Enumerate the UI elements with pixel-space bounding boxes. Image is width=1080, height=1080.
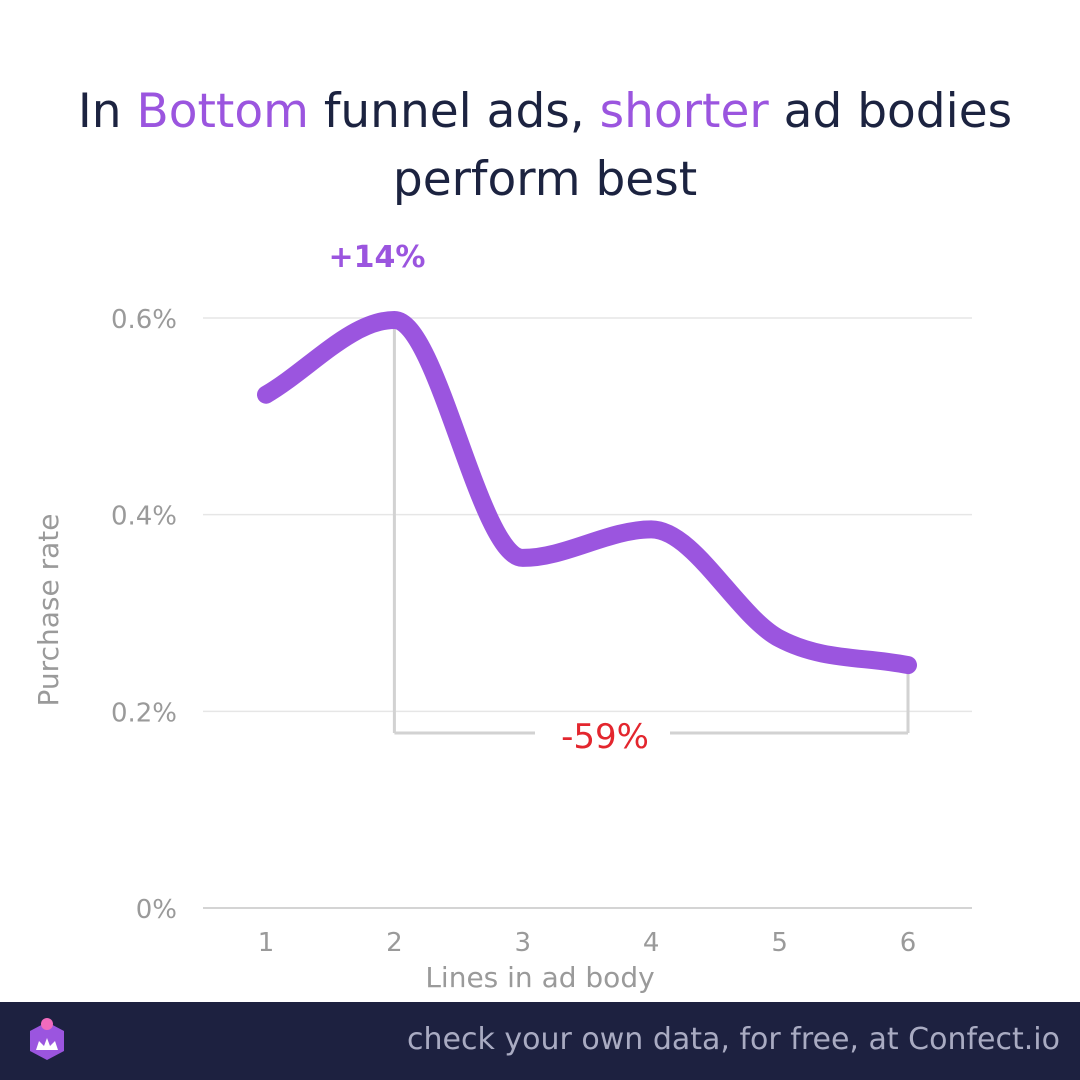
x-tick-label: 4 [643, 928, 660, 958]
y-axis-label: Purchase rate [32, 514, 65, 707]
x-tick-label: 2 [386, 928, 403, 958]
y-tick-label: 0.2% [111, 698, 177, 728]
y-tick-label: 0.6% [111, 305, 177, 335]
footer-text: check your own data, for free, at Confec… [407, 1022, 1060, 1057]
title-highlight-shorter: shorter [599, 84, 769, 139]
x-tick-label: 6 [900, 928, 917, 958]
y-tick-label: 0% [136, 895, 177, 925]
chart-title: In Bottom funnel ads, shorter ad bodies … [40, 78, 1050, 214]
y-tick-label: 0.4% [111, 502, 177, 532]
title-part-1: In [77, 84, 137, 139]
footer-bar: check your own data, for free, at Confec… [0, 1002, 1080, 1080]
line-chart: 0% 0.2% 0.4% 0.6% 1 2 3 4 5 6 Lines in ad body Purc… [32, 240, 972, 994]
title-part-2: funnel ads, [308, 84, 600, 139]
title-line-2: perform best [392, 152, 698, 207]
series-line [257, 310, 917, 675]
title-highlight-bottom: Bottom [136, 84, 309, 139]
x-tick-label: 1 [258, 928, 275, 958]
drop-annotation: -59% [561, 717, 649, 757]
confect-logo-icon [30, 1018, 64, 1060]
peak-annotation: +14% [329, 240, 426, 275]
x-tick-label: 3 [515, 928, 532, 958]
title-part-3: ad bodies [768, 84, 1013, 139]
x-tick-label: 5 [771, 928, 788, 958]
x-axis-label: Lines in ad body [425, 961, 654, 994]
